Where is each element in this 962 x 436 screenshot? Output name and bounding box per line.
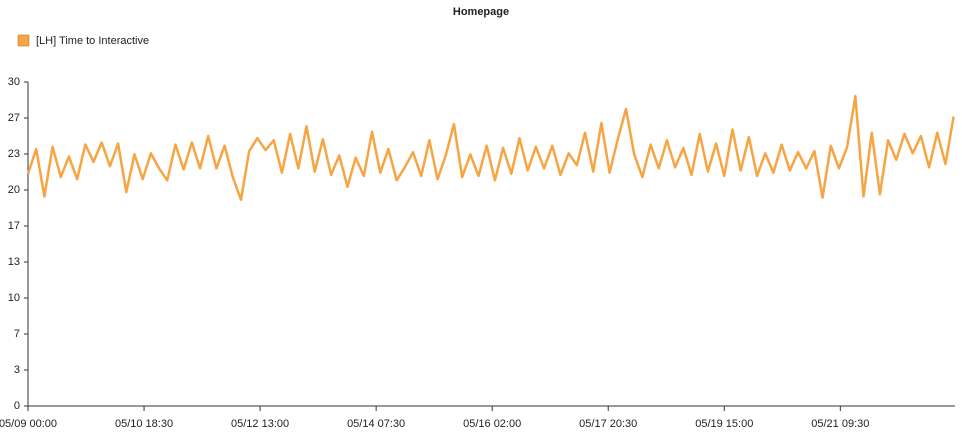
y-tick-label: 7 <box>14 328 20 340</box>
x-tick-label: 05/10 18:30 <box>115 418 173 430</box>
y-tick-label: 23 <box>8 148 20 160</box>
x-tick-label: 05/21 09:30 <box>811 418 869 430</box>
x-tick-label: 05/09 00:00 <box>0 418 57 430</box>
y-tick-label: 0 <box>14 400 20 412</box>
series-line <box>26 94 955 201</box>
y-tick-label: 13 <box>8 256 20 268</box>
x-tick-label: 05/16 02:00 <box>463 418 521 430</box>
y-tick-label: 30 <box>8 76 20 88</box>
y-tick-label: 3 <box>14 364 20 376</box>
y-tick-label: 17 <box>8 220 20 232</box>
legend-label: [LH] Time to Interactive <box>36 35 149 47</box>
y-tick-label: 20 <box>8 184 20 196</box>
legend-swatch <box>17 34 30 47</box>
y-tick-label: 27 <box>8 112 20 124</box>
x-tick-label: 05/12 13:00 <box>231 418 289 430</box>
x-tick-label: 05/19 15:00 <box>695 418 753 430</box>
chart-title: Homepage <box>453 6 509 18</box>
y-tick-label: 10 <box>8 292 20 304</box>
x-tick-label: 05/14 07:30 <box>347 418 405 430</box>
x-tick-label: 05/17 20:30 <box>579 418 637 430</box>
